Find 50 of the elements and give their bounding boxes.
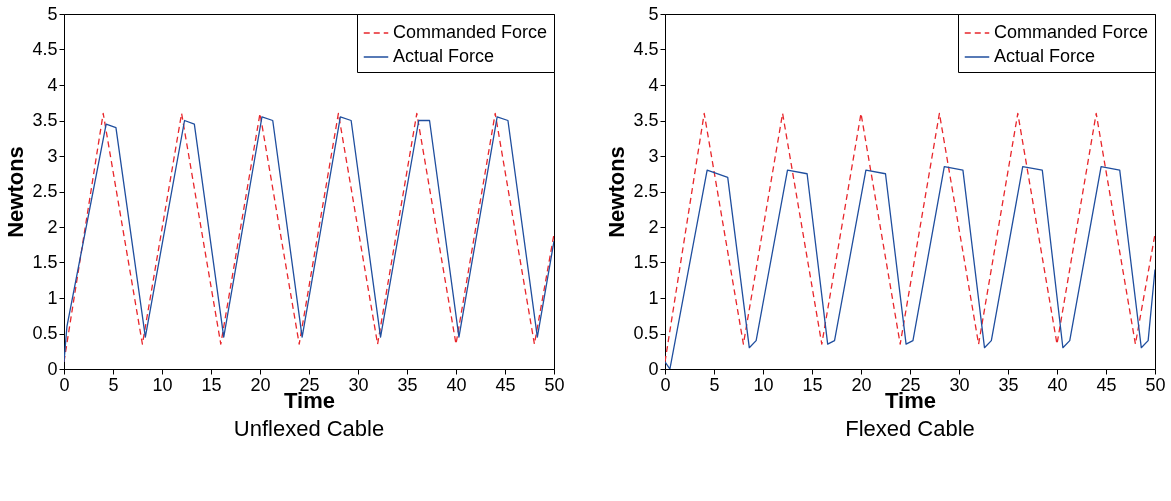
x-tick-label: 50	[544, 374, 565, 395]
line-series	[665, 166, 1155, 369]
x-tick-label: 40	[1047, 374, 1068, 395]
legend-label: Commanded Force	[393, 22, 548, 42]
x-tick-label: 45	[1096, 374, 1117, 395]
y-tick-label: 2.5	[32, 181, 58, 201]
y-tick-label: 2	[47, 216, 58, 237]
x-tick-label: 10	[152, 374, 173, 395]
y-tick-label: 3	[648, 145, 659, 166]
y-tick-label: 1.5	[633, 252, 659, 272]
x-tick-label: 40	[446, 374, 467, 395]
legend-label: Commanded Force	[994, 22, 1149, 42]
text: Unflexed Cable	[233, 416, 385, 441]
x-tick-label: 20	[250, 374, 271, 395]
x-tick-label: 50	[1145, 374, 1166, 395]
y-tick-label: 3.5	[32, 110, 58, 130]
y-tick-label: 2	[648, 216, 659, 237]
line-series	[665, 112, 1155, 363]
y-tick-label: 0	[47, 358, 58, 379]
x-tick-label: 35	[397, 374, 418, 395]
x-tick-label: 30	[348, 374, 369, 395]
y-axis-title: Newtons	[604, 146, 630, 238]
x-tick-label: 5	[709, 374, 720, 395]
x-tick-label: 10	[753, 374, 774, 395]
y-axis-title: Newtons	[3, 146, 29, 238]
x-tick-label: 15	[802, 374, 823, 395]
x-tick-label: 20	[851, 374, 872, 395]
x-tick-label: 30	[949, 374, 970, 395]
legend-label: Actual Force	[994, 46, 1096, 66]
y-tick-label: 0	[648, 358, 659, 379]
y-tick-label: 0.5	[633, 323, 659, 343]
x-tick-label: 35	[998, 374, 1019, 395]
y-tick-label: 4	[47, 74, 58, 95]
y-tick-label: 1.5	[32, 252, 58, 272]
y-tick-label: 0.5	[32, 323, 58, 343]
y-tick-label: 1	[648, 287, 659, 308]
text: Flexed Cable	[845, 416, 975, 441]
legend-label: Actual Force	[393, 46, 495, 66]
y-tick-label: 5	[47, 3, 58, 24]
y-tick-label: 3.5	[633, 110, 659, 130]
x-tick-label: 5	[108, 374, 119, 395]
x-tick-label: 45	[495, 374, 516, 395]
x-tick-label: 15	[201, 374, 222, 395]
y-tick-label: 4	[648, 74, 659, 95]
y-tick-label: 5	[648, 3, 659, 24]
y-tick-label: 2.5	[633, 181, 659, 201]
y-tick-label: 3	[47, 145, 58, 166]
y-tick-label: 4.5	[633, 39, 659, 59]
y-tick-label: 1	[47, 287, 58, 308]
y-tick-label: 4.5	[32, 39, 58, 59]
